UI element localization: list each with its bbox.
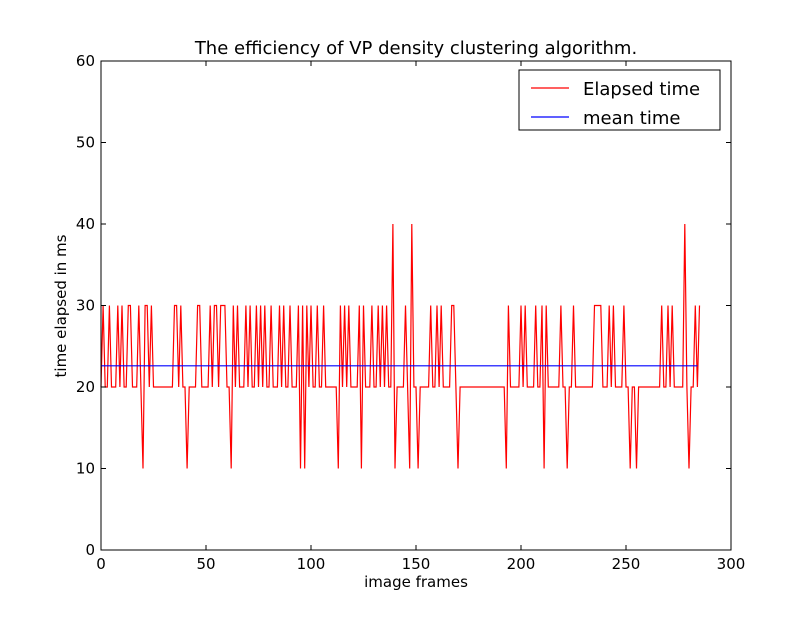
y-tick-label: 40	[76, 215, 95, 233]
y-tick-label: 10	[76, 460, 95, 478]
y-axis-label: time elapsed in ms	[52, 234, 70, 377]
plot-area: 0 50 100 150 200 250 300 0 10 20 30 40 50 60 Elapsed t…	[76, 52, 745, 573]
x-tick-label: 0	[96, 555, 106, 573]
x-tick-label: 250	[612, 555, 641, 573]
y-tick-label: 20	[76, 378, 95, 396]
y-tick-label: 50	[76, 134, 95, 152]
x-tick-label: 200	[507, 555, 536, 573]
x-tick-label: 300	[717, 555, 746, 573]
y-tick-label: 60	[76, 52, 95, 70]
legend-label-0: Elapsed time	[583, 79, 700, 100]
chart-title: The efficiency of VP density clustering …	[194, 38, 637, 59]
y-tick-label: 30	[76, 297, 95, 315]
x-tick-label: 50	[196, 555, 215, 573]
legend-box	[518, 69, 721, 131]
legend-label-1: mean time	[583, 108, 680, 129]
x-tick-label: 150	[402, 555, 431, 573]
plot-background	[101, 61, 731, 550]
y-tick-label: 0	[85, 541, 95, 559]
series-line-0	[100, 223, 701, 469]
x-tick-label: 100	[297, 555, 326, 573]
x-axis-label: image frames	[364, 573, 468, 591]
